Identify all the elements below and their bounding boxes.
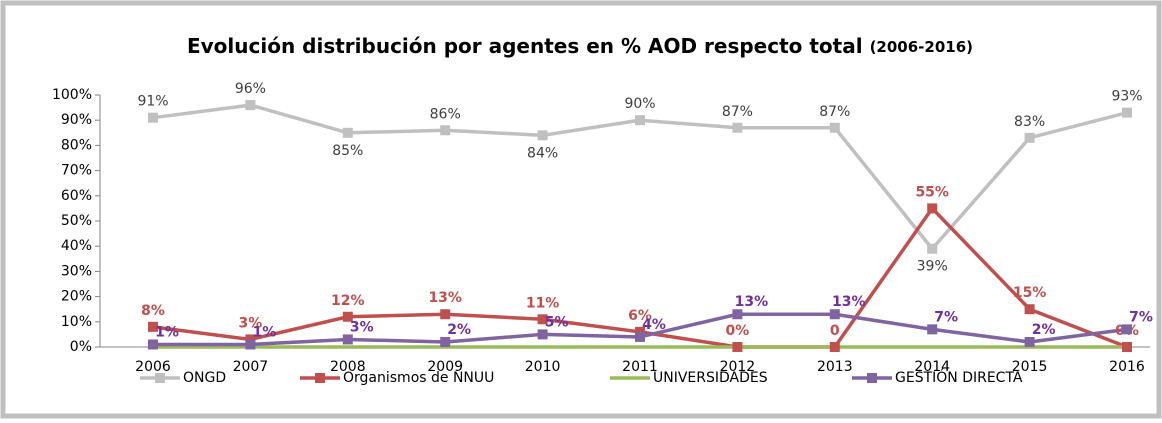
point-marker: [829, 309, 840, 320]
point-marker: [635, 115, 645, 126]
x-tick-label: 2006: [135, 359, 171, 375]
legend-label: GESTIÓN DIRECTA: [895, 368, 1023, 386]
point-marker: [440, 125, 451, 136]
x-tick-label: 2007: [233, 359, 269, 375]
point-marker: [1122, 324, 1132, 335]
value-label: 12%: [331, 293, 365, 309]
value-label: 1%: [253, 324, 277, 340]
point-marker: [342, 127, 353, 138]
x-tick-label: 2012: [720, 359, 756, 375]
y-tick-label: 40%: [61, 238, 92, 254]
point-marker: [148, 321, 158, 332]
point-marker: [927, 203, 938, 214]
y-tick-label: 20%: [61, 289, 92, 305]
title-sub: (2006-2016): [870, 38, 973, 56]
value-label: 1%: [155, 324, 179, 340]
point-marker: [148, 112, 158, 123]
point-marker: [1122, 107, 1132, 118]
point-marker: [537, 314, 548, 325]
point-marker: [537, 329, 548, 340]
legend-label: Organismos de NNUU: [343, 370, 494, 386]
legend-marker: [155, 373, 165, 383]
point-marker: [148, 339, 158, 350]
value-label: 15%: [1013, 285, 1047, 301]
point-marker: [245, 334, 256, 345]
y-tick-label: 0%: [70, 339, 92, 355]
point-marker: [440, 309, 451, 320]
y-tick-label: 100%: [52, 87, 92, 103]
legend-marker: [867, 373, 877, 383]
point-marker: [635, 326, 645, 337]
value-label: 13%: [428, 290, 462, 306]
value-label: 8%: [141, 303, 165, 319]
value-label: 3%: [350, 319, 374, 335]
value-label: 5%: [545, 314, 569, 330]
legend-label: UNIVERSIDADES: [653, 370, 768, 386]
value-label: 3%: [239, 315, 263, 331]
x-tick-label: 2010: [525, 359, 561, 375]
point-marker: [245, 100, 256, 111]
value-label: 83%: [1014, 114, 1045, 130]
value-label: 85%: [332, 143, 363, 159]
legend-label: ONGD: [183, 370, 226, 386]
value-label: 13%: [735, 294, 769, 310]
point-marker: [829, 342, 840, 352]
value-label: 90%: [624, 96, 655, 112]
value-label: 84%: [527, 145, 558, 161]
x-tick-label: 2008: [330, 359, 366, 375]
value-label: 87%: [819, 104, 850, 120]
value-label: 0: [830, 323, 840, 339]
point-marker: [342, 334, 353, 345]
x-tick-label: 2016: [1109, 359, 1145, 375]
point-marker: [440, 336, 451, 347]
point-marker: [342, 311, 353, 322]
x-tick-label: 2009: [427, 359, 463, 375]
value-label: 7%: [934, 309, 958, 325]
x-tick-label: 2014: [914, 359, 950, 375]
point-marker: [537, 130, 548, 141]
point-marker: [1024, 304, 1035, 315]
value-label: 11%: [526, 295, 560, 311]
point-marker: [732, 309, 743, 320]
value-label: 87%: [722, 104, 753, 120]
point-marker: [635, 331, 645, 342]
value-label: 6%: [628, 308, 652, 324]
point-marker: [1122, 342, 1132, 352]
x-tick-label: 2011: [622, 359, 658, 375]
y-tick-label: 30%: [61, 263, 92, 279]
value-label: 55%: [915, 184, 949, 200]
value-label: 86%: [430, 106, 461, 122]
value-label: 13%: [832, 294, 866, 310]
point-marker: [732, 122, 743, 133]
value-label: 93%: [1111, 89, 1142, 105]
value-label: 2%: [1032, 322, 1056, 338]
value-label: 4%: [642, 317, 666, 333]
y-tick-label: 90%: [61, 112, 92, 128]
title-main: Evolución distribución por agentes en % …: [187, 34, 863, 58]
y-tick-label: 60%: [61, 188, 92, 204]
value-label: 91%: [137, 94, 168, 110]
point-marker: [245, 339, 256, 350]
chart-title: Evolución distribución por agentes en % …: [187, 34, 973, 58]
value-label: 96%: [235, 81, 266, 97]
point-marker: [1024, 132, 1035, 143]
x-tick-label: 2015: [1012, 359, 1048, 375]
point-marker: [829, 122, 840, 133]
point-marker: [732, 342, 743, 352]
y-tick-label: 80%: [61, 137, 92, 153]
legend-marker: [315, 373, 325, 383]
value-label: 0%: [726, 323, 750, 339]
y-tick-label: 50%: [61, 213, 92, 229]
point-marker: [927, 243, 938, 254]
y-tick-label: 10%: [61, 314, 92, 330]
value-label: 39%: [917, 259, 948, 275]
value-label: 7%: [1129, 309, 1153, 325]
y-tick-label: 70%: [61, 163, 92, 179]
point-marker: [1024, 336, 1035, 347]
value-label: 2%: [447, 322, 471, 338]
x-tick-label: 2013: [817, 359, 853, 375]
point-marker: [927, 324, 938, 335]
